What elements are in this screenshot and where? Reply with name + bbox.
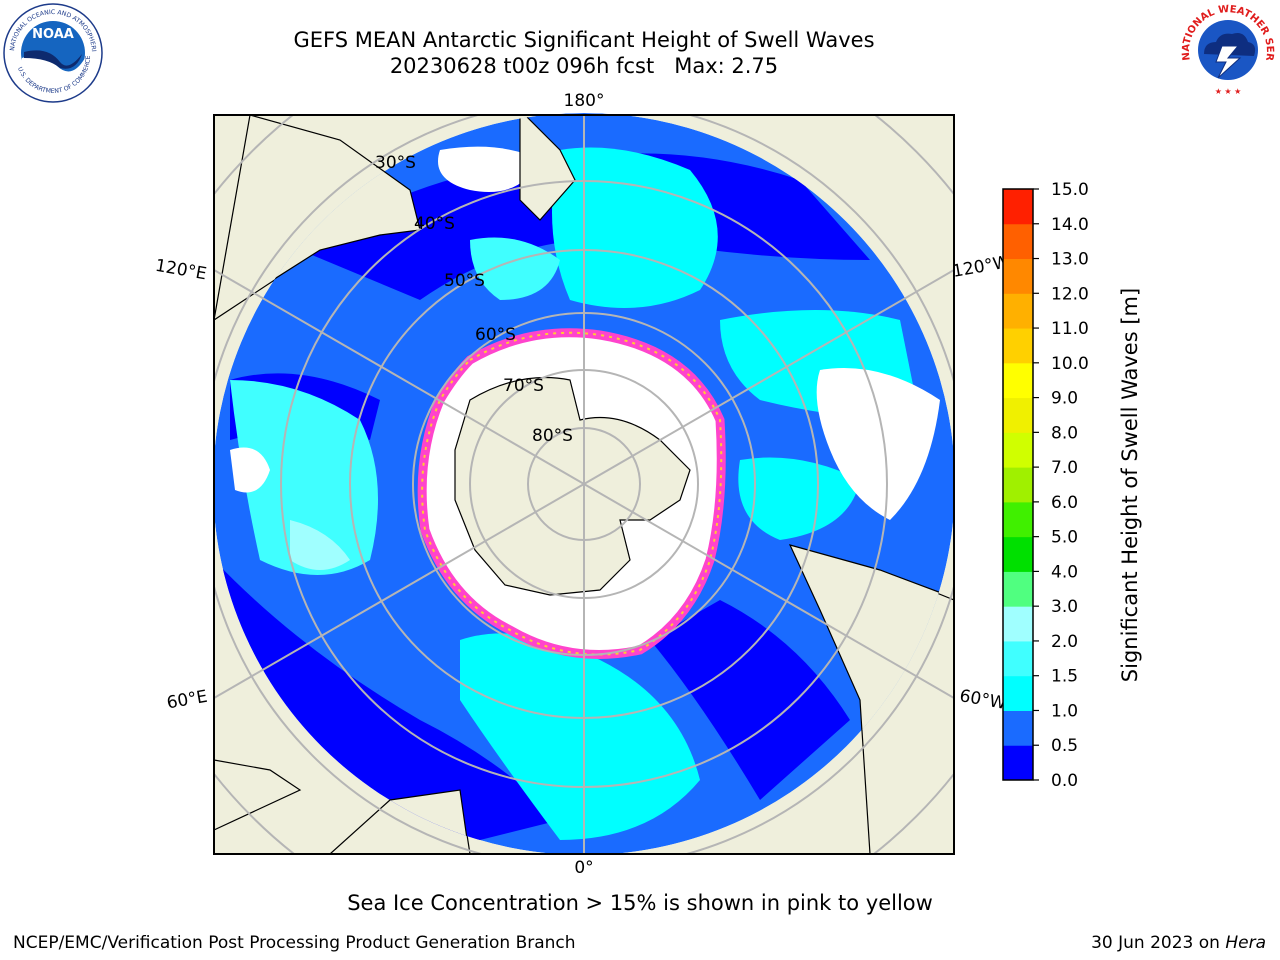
colorbar-swatch: [1003, 189, 1033, 225]
colorbar-tick-label: 6.0: [1051, 493, 1078, 513]
colorbar-swatch: [1003, 745, 1033, 781]
swell-high-pacific: [552, 147, 718, 308]
colorbar-swatch: [1003, 397, 1033, 433]
landmass-new-zealand: [519, 113, 576, 221]
colorbar-tick-label: 9.0: [1051, 389, 1078, 409]
lat-label-60s: 60°S: [475, 325, 516, 345]
sea-ice-note: Sea Ice Concentration > 15% is shown in …: [347, 891, 933, 915]
colorbar-tick-label: 1.0: [1051, 701, 1078, 721]
svg-text:★ ★ ★: ★ ★ ★: [1215, 87, 1242, 96]
noaa-logo: NATIONAL OCEANIC AND ATMOSPHERIC ADMINIS…: [2, 2, 103, 103]
map-frame: [213, 114, 955, 855]
chart-subtitle: 20230628 t00z 096h fcst Max: 2.75: [389, 54, 779, 78]
lon-label-60e: 60°E: [165, 687, 209, 714]
nws-logo: NATIONAL WEATHER SERVICE ★ ★ ★: [1178, 2, 1276, 100]
lon-label-180: 180°: [564, 91, 605, 111]
colorbar-label: Significant Height of Swell Waves [m]: [1118, 287, 1142, 683]
colorbar-swatch: [1003, 467, 1033, 503]
colorbar-tick-label: 2.0: [1051, 632, 1078, 652]
colorbar: 0.0 0.5 1.0 1.5 2.0 3.0 4.0 5.0 6.0 7.0 8.0 9.0 10.0…: [1002, 180, 1089, 791]
continent-antarctica: [454, 376, 691, 596]
lat-label-50s: 50°S: [444, 271, 485, 291]
lat-label-30s: 30°S: [375, 153, 416, 173]
lon-label-0: 0°: [574, 858, 593, 878]
colorbar-tick-label: 14.0: [1051, 215, 1089, 235]
colorbar-tick-label: 8.0: [1051, 423, 1078, 443]
colorbar-tick-label: 1.5: [1051, 667, 1078, 687]
colorbar-swatch: [1003, 223, 1033, 260]
colorbar-tick-label: 11.0: [1051, 319, 1089, 339]
colorbar-tick-label: 12.0: [1051, 284, 1089, 304]
colorbar-swatch: [1003, 432, 1033, 468]
colorbar-swatch: [1003, 362, 1033, 399]
lat-label-80s: 80°S: [532, 426, 573, 446]
footer-date-text: 30 Jun 2023 on: [1091, 933, 1220, 953]
swell-high-indian: [230, 380, 378, 575]
footer-date: 30 Jun 2023 on Hera: [1091, 933, 1266, 953]
lat-label-40s: 40°S: [414, 214, 455, 234]
colorbar-tick-label: 5.0: [1051, 528, 1078, 548]
colorbar-frame: [1002, 188, 1034, 781]
colorbar-swatch: [1003, 258, 1033, 294]
colorbar-swatch: [1003, 710, 1033, 746]
swell-high-atlantic: [460, 633, 700, 840]
chart-title: GEFS MEAN Antarctic Significant Height o…: [293, 28, 875, 52]
colorbar-swatch: [1003, 328, 1033, 364]
colorbar-tick-label: 10.0: [1051, 354, 1089, 374]
colorbar-tick-label: 3.0: [1051, 597, 1078, 617]
colorbar-tick-label: 13.0: [1051, 250, 1089, 270]
footer-host: Hera: [1225, 933, 1266, 953]
landmass-madagascar: [214, 759, 302, 831]
colorbar-swatch: [1003, 293, 1033, 329]
colorbar-tick-label: 15.0: [1051, 180, 1089, 200]
colorbar-swatch: [1003, 640, 1033, 677]
colorbar-swatch: [1003, 536, 1033, 572]
lat-label-70s: 70°S: [503, 376, 544, 396]
svg-text:NOAA: NOAA: [32, 27, 74, 42]
colorbar-swatch: [1003, 501, 1033, 538]
colorbar-swatch: [1003, 571, 1033, 607]
lon-label-60w: 60°W: [958, 686, 1008, 714]
colorbar-tick-label: 4.0: [1051, 562, 1078, 582]
colorbar-tick-label: 0.5: [1051, 736, 1078, 756]
calm-patch-pacific: [816, 368, 940, 520]
graticule: [214, 115, 954, 854]
colorbar-swatch: [1003, 675, 1033, 711]
lon-label-120e: 120°E: [154, 256, 208, 285]
colorbar-tick-label: 0.0: [1051, 771, 1078, 791]
footer-credit: NCEP/EMC/Verification Post Processing Pr…: [13, 933, 576, 953]
colorbar-swatch: [1003, 606, 1033, 642]
colorbar-tick-label: 7.0: [1051, 458, 1078, 478]
